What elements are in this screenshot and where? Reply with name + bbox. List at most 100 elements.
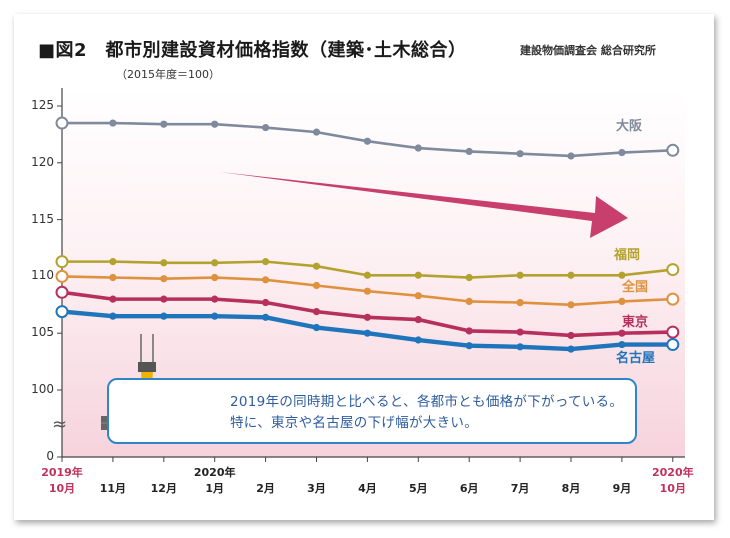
data-point-fukuoka	[516, 271, 524, 279]
x-tick-label: 4月	[342, 465, 392, 497]
data-point-tokyo	[109, 295, 117, 303]
data-point-nagoya	[414, 336, 422, 344]
data-point-fukuoka	[109, 258, 117, 266]
x-tick-month: 9月	[612, 482, 632, 495]
data-point-osaka	[363, 137, 371, 145]
data-point-osaka	[109, 119, 117, 127]
data-point-osaka	[211, 120, 219, 128]
x-tick-month: 6月	[459, 482, 479, 495]
x-tick-year	[495, 465, 545, 481]
x-tick-label: 8月	[546, 465, 596, 497]
y-tick-label: 120	[31, 154, 54, 169]
data-point-fukuoka	[160, 259, 168, 267]
x-tick-month: 5月	[408, 482, 428, 495]
data-point-osaka	[567, 152, 575, 160]
x-tick-year: 2020年	[193, 466, 236, 479]
x-tick-label: 3月	[292, 465, 342, 497]
data-point-zenkoku	[363, 287, 371, 295]
data-point-tokyo	[363, 313, 371, 321]
data-point-nagoya	[211, 312, 219, 320]
data-point-zenkoku	[55, 269, 69, 283]
data-point-zenkoku	[567, 301, 575, 309]
data-point-nagoya	[160, 312, 168, 320]
x-tick-month: 10月	[659, 482, 686, 495]
data-point-tokyo	[160, 295, 168, 303]
data-point-osaka	[262, 123, 270, 132]
y-tick-label: 105	[31, 325, 54, 340]
data-point-osaka	[160, 120, 168, 128]
series-label-osaka: 大阪	[616, 119, 643, 134]
data-point-nagoya	[618, 340, 626, 349]
data-point-zenkoku	[262, 276, 270, 284]
data-point-tokyo	[312, 308, 321, 316]
x-tick-label: 2019年 10月	[37, 465, 87, 497]
data-point-tokyo	[516, 328, 524, 336]
data-point-tokyo	[465, 327, 473, 335]
x-tick-label: 12月	[139, 465, 189, 497]
data-point-fukuoka	[465, 273, 473, 282]
data-point-fukuoka	[414, 271, 422, 279]
data-point-zenkoku	[211, 273, 219, 282]
data-point-fukuoka	[618, 271, 626, 279]
data-point-osaka	[55, 116, 69, 130]
x-tick-label: 5月	[393, 465, 443, 497]
x-tick-label: 11月	[88, 465, 138, 497]
x-tick-month: 1月	[205, 482, 225, 495]
series-label-fukuoka: 福岡	[614, 248, 641, 263]
x-tick-year: 2019年	[41, 466, 83, 479]
x-tick-month: 8月	[561, 482, 581, 495]
data-point-zenkoku	[465, 297, 473, 305]
x-tick-year	[546, 465, 596, 481]
data-point-osaka	[465, 147, 473, 156]
x-tick-year	[597, 465, 647, 481]
data-point-tokyo	[55, 285, 69, 299]
data-point-tokyo	[567, 331, 575, 340]
x-tick-label: 9月	[597, 465, 647, 497]
x-tick-label: 7月	[495, 465, 545, 497]
data-point-tokyo	[262, 298, 270, 307]
data-point-zenkoku	[414, 292, 422, 300]
data-point-fukuoka	[211, 259, 219, 267]
y-tick-label: 125	[31, 98, 54, 112]
x-tick-year: 2020年	[651, 466, 694, 479]
data-point-zenkoku	[666, 292, 680, 306]
data-point-zenkoku	[618, 297, 626, 305]
data-point-zenkoku	[160, 275, 168, 283]
data-point-nagoya	[55, 305, 69, 319]
data-point-fukuoka	[363, 271, 371, 279]
data-point-nagoya	[666, 338, 680, 352]
data-point-nagoya	[516, 343, 524, 351]
x-tick-year	[292, 465, 342, 481]
data-point-zenkoku	[516, 298, 524, 307]
data-point-osaka	[516, 150, 524, 158]
x-tick-year	[88, 465, 138, 481]
callout-text: 2019年の同時期と比べると、各都市とも価格が下がっている。特に、東京や名古屋の…	[230, 394, 624, 431]
data-point-fukuoka	[55, 255, 69, 269]
x-tick-month: 3月	[307, 482, 326, 495]
data-point-zenkoku	[109, 273, 117, 282]
x-tick-year	[393, 465, 443, 481]
data-point-nagoya	[312, 323, 321, 332]
data-point-nagoya	[567, 345, 575, 353]
source-credit: 建設物価調査会 総合研究所	[520, 44, 656, 57]
data-point-tokyo	[211, 295, 219, 303]
y-tick-label: 115	[31, 211, 54, 226]
y-tick-label: 100	[31, 382, 54, 396]
data-point-nagoya	[109, 312, 117, 320]
data-point-zenkoku	[312, 281, 321, 290]
data-point-nagoya	[465, 342, 473, 350]
data-point-osaka	[414, 144, 422, 152]
data-point-tokyo	[618, 329, 626, 337]
data-point-osaka	[312, 128, 321, 136]
x-tick-label: 2020年 10月	[648, 465, 698, 497]
data-point-osaka	[618, 148, 626, 157]
axis-break-icon: ≈	[52, 414, 68, 435]
data-point-fukuoka	[312, 262, 321, 270]
y-tick-label: 110	[31, 268, 54, 283]
x-tick-year	[139, 465, 189, 481]
x-tick-label: 6月	[444, 465, 494, 497]
x-tick-year	[444, 465, 494, 481]
data-point-fukuoka	[567, 271, 575, 279]
series-label-tokyo: 東京	[622, 315, 649, 330]
data-point-nagoya	[363, 329, 371, 337]
